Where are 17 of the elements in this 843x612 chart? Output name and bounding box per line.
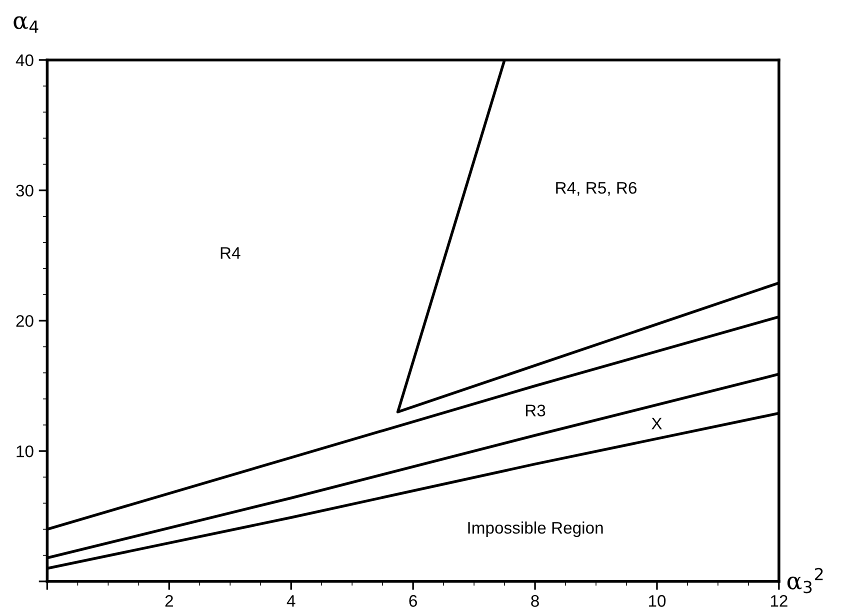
annotation: R4: [220, 247, 240, 259]
x-tick-label: 8: [531, 595, 539, 607]
x-tick-label: 12: [770, 595, 788, 607]
x-tick-label: 10: [648, 595, 666, 607]
annotation: R4, R5, R6: [556, 182, 636, 196]
y-tick-label: 10: [16, 445, 34, 458]
y-axis-title: α$_{4}$: [14, 16, 38, 33]
annotation: R3: [526, 404, 546, 416]
annotation: Impossible Region: [468, 521, 603, 538]
x-axis-title: α$_{3}$$^{2}$: [787, 568, 823, 594]
x-tick-label: 4: [286, 595, 296, 607]
y-tick-label: 20: [16, 315, 34, 327]
y-tick-label: 30: [16, 184, 34, 197]
annotation: X: [652, 418, 662, 430]
x-tick-label: 2: [165, 595, 173, 607]
y-tick-label: 40: [16, 54, 34, 66]
x-tick-label: 6: [409, 595, 417, 607]
